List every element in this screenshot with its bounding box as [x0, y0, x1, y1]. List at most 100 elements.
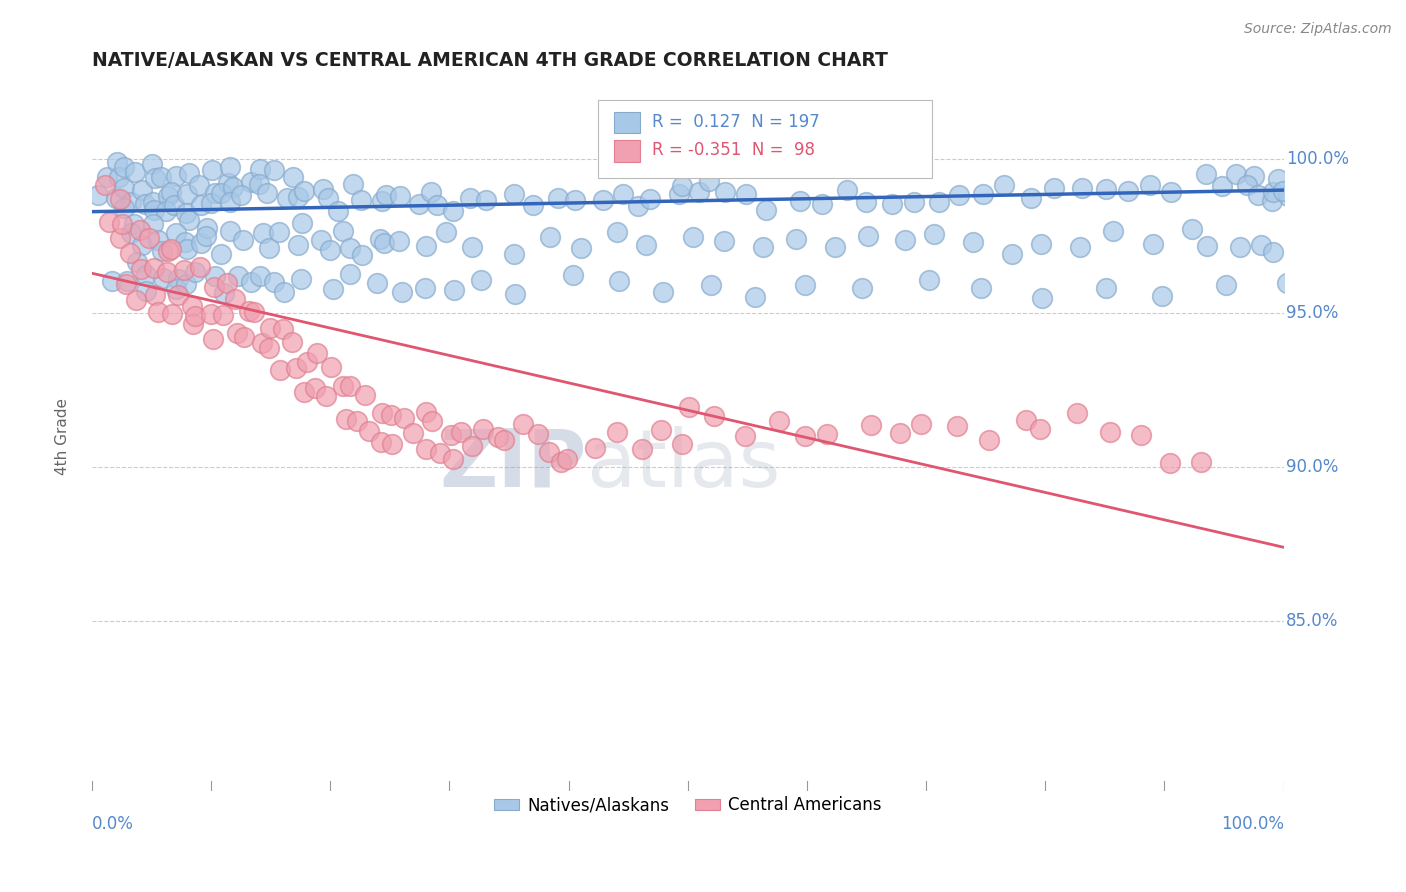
Point [370, 434, 392, 449]
Point [174, 277, 197, 292]
Point [184, 265, 207, 279]
Point [461, 439, 484, 453]
Point [650, 423, 672, 437]
Point [190, 198, 212, 212]
Text: Source: ZipAtlas.com: Source: ZipAtlas.com [1244, 22, 1392, 37]
Point [181, 318, 204, 332]
Point [209, 247, 232, 261]
Point [290, 271, 312, 285]
Point [561, 268, 583, 282]
Point [811, 197, 834, 211]
Point [503, 247, 526, 261]
Point [309, 233, 332, 247]
Point [350, 193, 373, 207]
Point [969, 281, 991, 295]
Point [112, 201, 135, 215]
Point [443, 283, 465, 297]
Point [152, 271, 174, 285]
Point [1236, 178, 1258, 193]
Point [120, 226, 142, 240]
Point [150, 244, 173, 258]
Point [281, 334, 304, 349]
Point [204, 268, 226, 283]
Point [502, 186, 524, 201]
Point [143, 288, 166, 302]
Point [221, 179, 243, 194]
Point [607, 274, 630, 288]
Point [143, 261, 166, 276]
Point [1215, 278, 1237, 293]
Point [946, 419, 969, 434]
Point [231, 187, 253, 202]
Point [688, 186, 710, 200]
Point [1160, 185, 1182, 199]
Point [794, 278, 817, 293]
Point [273, 285, 295, 299]
Point [1014, 413, 1036, 427]
Point [977, 433, 1000, 447]
Point [315, 389, 337, 403]
Point [242, 305, 264, 319]
Point [794, 429, 817, 443]
Point [631, 442, 654, 457]
Point [339, 241, 361, 255]
Point [1250, 238, 1272, 252]
Point [346, 415, 368, 429]
Point [538, 445, 561, 459]
Point [319, 243, 342, 257]
Point [592, 193, 614, 207]
Point [159, 242, 181, 256]
Point [285, 361, 308, 376]
Point [475, 193, 498, 207]
Point [785, 232, 807, 246]
Point [948, 188, 970, 202]
Point [1031, 291, 1053, 305]
Point [292, 384, 315, 399]
Point [837, 183, 859, 197]
Point [108, 231, 131, 245]
Point [1189, 455, 1212, 469]
Point [855, 194, 877, 209]
Point [149, 169, 172, 184]
Point [668, 186, 690, 201]
Point [307, 346, 329, 360]
Point [1139, 178, 1161, 193]
Point [101, 274, 124, 288]
Point [606, 225, 628, 239]
Point [239, 176, 262, 190]
Point [389, 188, 412, 202]
Point [120, 195, 142, 210]
Point [160, 307, 183, 321]
Point [547, 191, 569, 205]
Point [1195, 167, 1218, 181]
Point [583, 442, 606, 456]
Point [138, 231, 160, 245]
Point [450, 425, 472, 440]
Point [249, 268, 271, 283]
Point [714, 185, 737, 199]
Point [993, 178, 1015, 192]
Point [105, 154, 128, 169]
Point [636, 237, 658, 252]
Point [1181, 222, 1204, 236]
Point [420, 186, 443, 200]
Point [215, 276, 238, 290]
Point [180, 299, 202, 313]
Point [392, 411, 415, 425]
Point [143, 171, 166, 186]
Point [1211, 179, 1233, 194]
Point [1225, 167, 1247, 181]
Point [342, 177, 364, 191]
Point [391, 285, 413, 299]
Point [371, 194, 394, 208]
Point [321, 360, 343, 375]
Point [550, 455, 572, 469]
Text: 100.0%: 100.0% [1286, 151, 1348, 169]
Point [903, 195, 925, 210]
Point [226, 326, 249, 340]
Point [292, 184, 315, 198]
Point [124, 165, 146, 179]
Point [252, 226, 274, 240]
Point [1150, 289, 1173, 303]
Point [962, 235, 984, 249]
